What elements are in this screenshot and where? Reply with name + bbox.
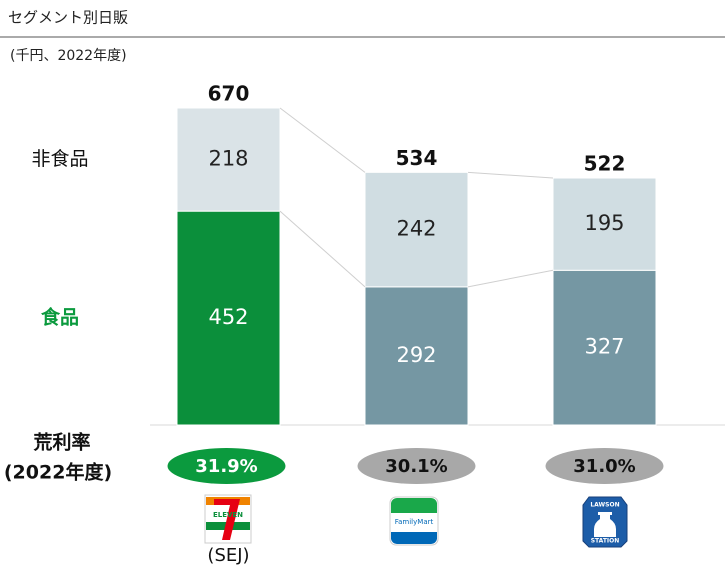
logo-text: STATION xyxy=(591,538,620,545)
x-tick-label: (SEJ) xyxy=(207,545,249,566)
connector xyxy=(467,171,554,179)
data-label: 218 xyxy=(208,147,248,171)
data-label: 452 xyxy=(208,305,248,329)
chart-subtitle: (千円、2022年度) xyxy=(10,48,127,64)
bar-segment xyxy=(176,107,281,212)
logo-text: LAWSON xyxy=(590,502,619,509)
total-label: 534 xyxy=(396,146,438,170)
margin-title: (2022年度) xyxy=(4,461,112,484)
legend-label: 食品 xyxy=(41,306,79,329)
connector xyxy=(467,269,554,288)
logo-seven-eleven: ELEVEN xyxy=(204,494,252,544)
data-label: 195 xyxy=(584,211,624,235)
total-label: 670 xyxy=(208,82,250,106)
logo-familymart: FamilyMart xyxy=(389,496,439,546)
connector xyxy=(279,107,366,173)
chart-title: セグメント別日販 xyxy=(8,9,128,27)
margin-pill xyxy=(545,448,664,484)
total-label: 522 xyxy=(584,152,626,176)
logo-text: FamilyMart xyxy=(395,518,434,526)
data-label: 242 xyxy=(396,217,436,241)
margin-pill xyxy=(167,448,286,484)
connector xyxy=(279,210,366,288)
logo-text: ELEVEN xyxy=(213,511,243,519)
margin-pill xyxy=(357,448,476,484)
bar-segment xyxy=(552,269,657,426)
bar-segment xyxy=(364,171,469,288)
margin-label: 31.0% xyxy=(573,456,635,477)
data-label: 292 xyxy=(396,343,436,367)
data-label: 327 xyxy=(584,335,624,359)
margin-title: 荒利率 xyxy=(33,431,90,454)
margin-label: 31.9% xyxy=(195,456,257,477)
bar-segment xyxy=(552,177,657,271)
legend-label: 非食品 xyxy=(31,148,88,170)
logo-lawson: LAWSON STATION xyxy=(582,496,628,548)
bar-segment xyxy=(364,286,469,426)
margin-label: 30.1% xyxy=(385,456,447,477)
